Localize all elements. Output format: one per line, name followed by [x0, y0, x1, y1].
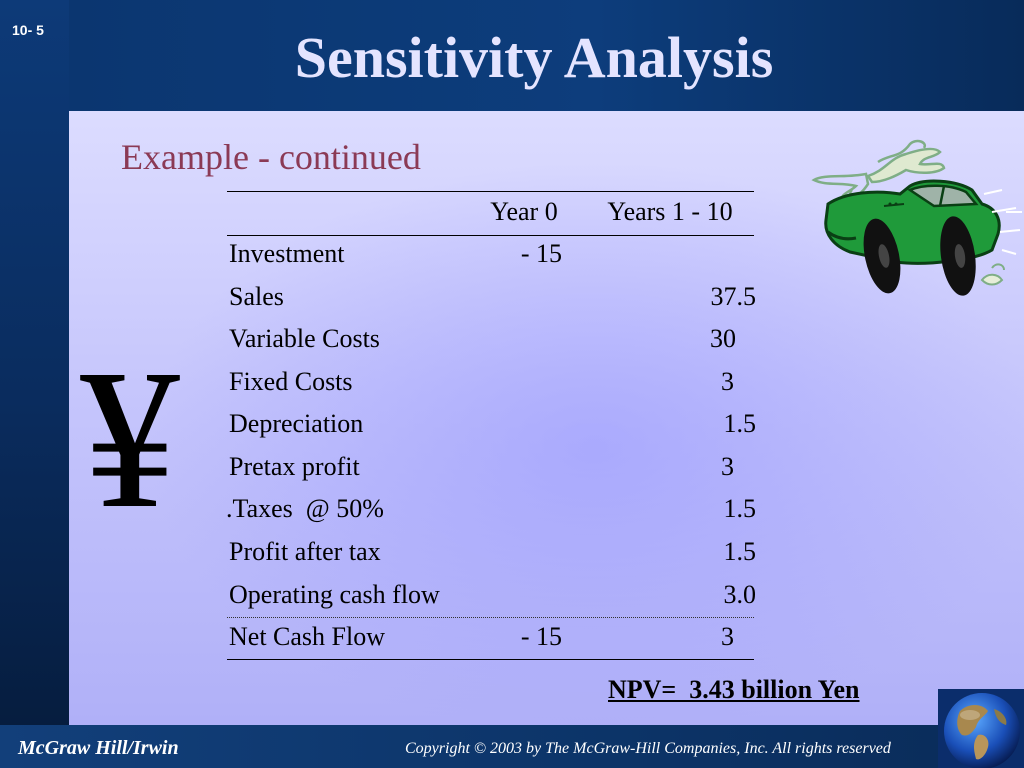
row-label-taxes: .Taxes @ 50% [226, 494, 384, 523]
row-year0-net-cash-flow: - 15 [520, 622, 562, 651]
row-years-taxes: 1.5 [723, 494, 757, 523]
table-header-rule [227, 235, 754, 236]
row-year0-investment: - 15 [520, 239, 562, 268]
row-years-sales: 37.5 [710, 282, 757, 311]
row-label-fixed-costs: Fixed Costs [229, 367, 353, 396]
row-label-profit-after-tax: Profit after tax [229, 537, 381, 566]
row-label-sales: Sales [229, 282, 284, 311]
slide-subtitle: Example - continued [121, 137, 421, 177]
globe-icon [938, 689, 1024, 768]
row-label-operating-cash-flow: Operating cash flow [229, 580, 440, 609]
title-band [69, 0, 1024, 111]
row-years-net-cash-flow: 3 [721, 622, 734, 651]
car-icon [811, 139, 1022, 296]
row-label-variable-costs: Variable Costs [229, 324, 380, 353]
left-sidebar-bar [0, 0, 69, 725]
table-total-rule [227, 617, 754, 618]
row-label-depreciation: Depreciation [229, 409, 364, 438]
yen-symbol: ¥ [80, 329, 180, 550]
npv-result: NPV= 3.43 billion Yen [608, 675, 860, 704]
row-label-net-cash-flow: Net Cash Flow [229, 622, 385, 651]
row-years-profit-after-tax: 1.5 [723, 537, 757, 566]
slide-number: 10- 5 [12, 22, 44, 38]
row-years-operating-cash-flow: 3.0 [723, 580, 757, 609]
row-years-fixed-costs: 3 [721, 367, 734, 396]
slide-title: Sensitivity Analysis [294, 25, 774, 90]
header-year0: Year 0 [490, 197, 558, 226]
copyright-notice: Copyright © 2003 by The McGraw-Hill Comp… [405, 740, 891, 757]
header-years: Years 1 - 10 [607, 197, 733, 226]
row-label-investment: Investment [229, 239, 345, 268]
table-top-rule [227, 191, 754, 192]
row-years-variable-costs: 30 [710, 324, 736, 353]
row-years-pretax-profit: 3 [721, 452, 734, 481]
publisher-name: McGraw Hill/Irwin [18, 737, 179, 759]
footer-bar [0, 725, 1024, 768]
table-bottom-rule [227, 659, 754, 660]
row-label-pretax-profit: Pretax profit [229, 452, 360, 481]
row-years-depreciation: 1.5 [723, 409, 757, 438]
